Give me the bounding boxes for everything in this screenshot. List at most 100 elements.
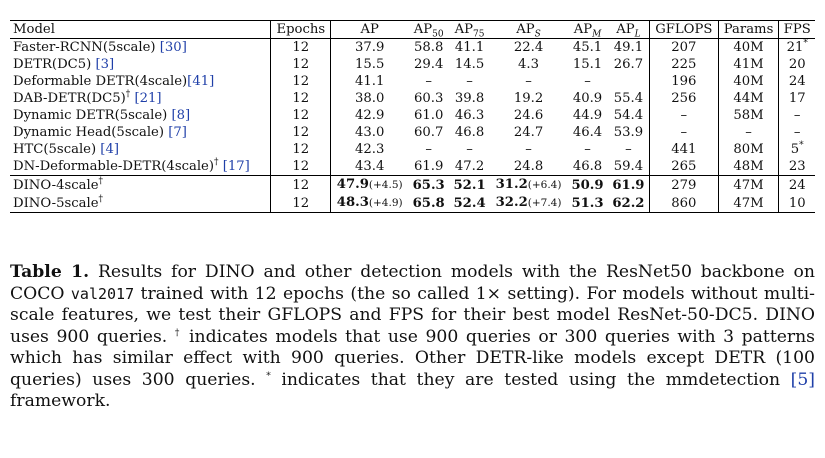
header-apl-main: AP — [616, 22, 635, 37]
header-ap75: AP75 — [449, 21, 490, 39]
cell-ap50: 61.9 — [413, 159, 444, 174]
model-citation-link[interactable]: [3] — [95, 57, 115, 72]
cell-fps: 10 — [778, 194, 815, 213]
model-name: DETR(DC5) — [13, 57, 96, 72]
cell-ap: 48.3(+4.9) — [330, 194, 409, 213]
aps-value: 32.2 — [495, 195, 528, 210]
model-citation-link[interactable]: [41] — [187, 74, 215, 89]
header-apl-sub: L — [634, 29, 641, 40]
cell-epochs: 12 — [270, 124, 331, 141]
cell-gflops: 225 — [648, 56, 719, 73]
cell-gflops: 860 — [648, 194, 719, 213]
header-params: Params — [717, 20, 779, 39]
cell-epochs: 12 — [270, 38, 331, 56]
cell-ap50: – — [425, 142, 432, 157]
header-apm: APM — [567, 21, 608, 39]
cell-epochs: 12 — [270, 194, 331, 213]
cell-fps: – — [778, 124, 815, 141]
cell-ap75: 39.8 — [454, 91, 485, 106]
cell-params: 47M — [717, 194, 779, 213]
cell-ap50: 60.3 — [413, 91, 444, 106]
caption-text-1: Results for DINO and other detection mod… — [10, 262, 815, 304]
model-name: DN-Deformable-DETR(4scale) — [13, 159, 214, 174]
table-row: Dynamic Head(5scale) [7] 12 43.0 60.7 46.8 24… — [10, 124, 815, 141]
cell-ap: 43.0 — [330, 124, 409, 141]
cell-ap75: 14.5 — [454, 57, 485, 72]
cell-ap50: 60.7 — [413, 125, 444, 140]
cell-model: Faster-RCNN(5scale) [30] — [10, 39, 271, 57]
caption-label: Table 1. — [10, 262, 90, 282]
aps-gain: (+6.4) — [527, 179, 562, 191]
model-citation-link[interactable]: [7] — [168, 125, 187, 140]
fps-star: * — [799, 140, 804, 151]
cell-model: HTC(5scale) [4] — [10, 141, 271, 158]
fps-value: 17 — [788, 91, 806, 106]
cell-fps: 20 — [778, 56, 815, 73]
header-model: Model — [13, 22, 55, 37]
cell-ap50: 65.8 — [412, 195, 445, 211]
cell-apm: 45.1 — [572, 40, 603, 55]
cell-ap75: 52.1 — [453, 177, 486, 193]
cell-gflops: 265 — [648, 158, 719, 176]
cell-gflops: – — [648, 107, 719, 124]
cell-epochs: 12 — [270, 73, 331, 90]
fps-value: – — [793, 125, 801, 140]
cell-model: DINO-5scale† — [10, 194, 271, 213]
caption-text-4: indicates that they are tested using the… — [270, 369, 791, 390]
cell-aps: 24.7 — [513, 125, 544, 140]
cell-aps: 19.2 — [513, 91, 544, 106]
cell-ap75: 41.1 — [454, 40, 485, 55]
cell-apm: 15.1 — [572, 57, 603, 72]
cell-apm: 50.9 — [571, 177, 604, 193]
cell-fps: 21* — [778, 38, 815, 56]
model-name: DINO-4scale — [13, 177, 99, 193]
cell-epochs: 12 — [270, 107, 331, 124]
cell-ap75: – — [466, 142, 473, 157]
cell-aps: 24.6 — [513, 108, 544, 123]
cell-ap75: – — [466, 74, 473, 89]
cell-apl: 49.1 — [613, 40, 644, 55]
model-name: Dynamic Head(5scale) — [13, 125, 169, 140]
cell-aps: 32.2(+7.4) — [490, 194, 567, 213]
cell-apl: 26.7 — [613, 57, 644, 72]
model-citation-link[interactable]: [30] — [159, 40, 187, 55]
model-citation-link[interactable]: [21] — [130, 91, 162, 106]
cell-model: Deformable DETR(4scale)[41] — [10, 73, 271, 90]
cell-model: DAB-DETR(DC5)† [21] — [10, 90, 271, 107]
cell-apm: – — [584, 142, 591, 157]
table-caption: Table 1. Results for DINO and other dete… — [10, 262, 815, 413]
cell-params: – — [717, 124, 779, 141]
model-citation-link[interactable]: [8] — [171, 108, 191, 123]
caption-star: * — [266, 370, 271, 381]
cell-aps: – — [525, 142, 532, 157]
model-name: DAB-DETR(DC5) — [13, 91, 126, 106]
cell-ap: 41.1 — [330, 73, 409, 90]
table-row: DAB-DETR(DC5)† [21] 12 38.0 60.3 39.8 19.2 40.… — [10, 90, 815, 107]
cell-params: 48M — [717, 158, 779, 176]
model-dagger: † — [98, 194, 104, 205]
model-citation-link[interactable]: [4] — [100, 142, 119, 157]
cell-ap: 43.4 — [330, 158, 409, 176]
caption-cite-link[interactable]: [5] — [790, 369, 816, 390]
cell-apl: 59.4 — [613, 159, 644, 174]
cell-aps: 24.8 — [513, 159, 544, 174]
cell-gflops: – — [648, 124, 719, 141]
model-dagger: † — [98, 176, 104, 187]
model-name: Deformable DETR(4scale) — [13, 74, 188, 89]
model-name: DINO-5scale — [13, 195, 99, 211]
ap-gain: (+4.5) — [368, 179, 403, 191]
cell-gflops: 279 — [648, 175, 719, 194]
cell-apl: 54.4 — [613, 108, 644, 123]
cell-model: DINO-4scale† — [10, 176, 271, 195]
ap-value: 48.3 — [336, 195, 369, 210]
cell-fps: 17 — [778, 90, 815, 107]
cell-fps: 24 — [778, 175, 815, 194]
table-row: Dynamic DETR(5scale) [8] 12 42.9 61.0 46.3 24… — [10, 107, 815, 124]
fps-value: 21 — [786, 40, 804, 55]
header-fps: FPS — [778, 20, 815, 39]
model-citation-link[interactable]: [17] — [218, 159, 250, 174]
cell-ap: 47.9(+4.5) — [330, 175, 409, 194]
header-ap50: AP50 — [408, 21, 449, 39]
cell-apm: 40.9 — [572, 91, 603, 106]
cell-ap50: 65.3 — [412, 177, 445, 193]
